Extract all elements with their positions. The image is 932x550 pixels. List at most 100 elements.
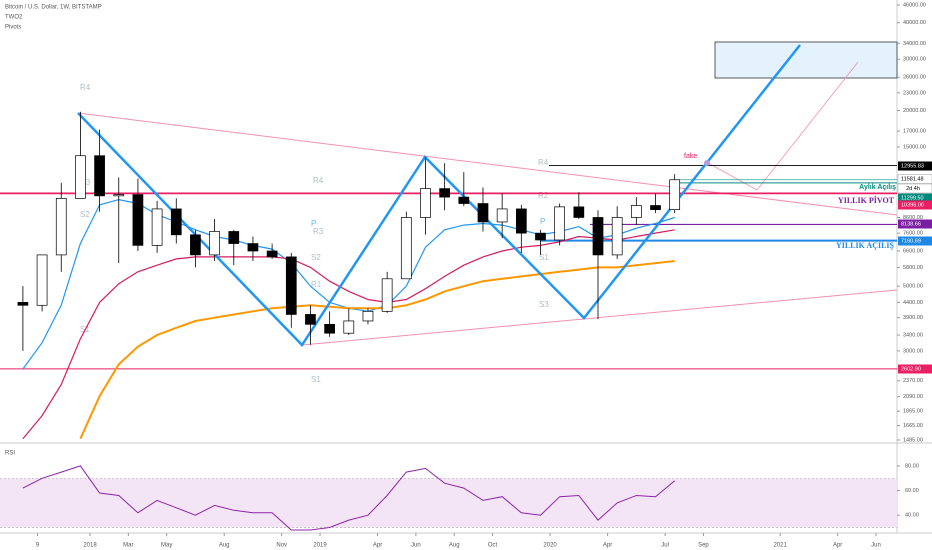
pivot-label: R4 bbox=[313, 176, 324, 185]
x-tick-label: 2020 bbox=[543, 543, 557, 549]
candle-body bbox=[324, 323, 335, 334]
x-tick-label: Apr bbox=[373, 543, 382, 549]
rsi-band bbox=[0, 478, 897, 528]
x-tick-label: Sep bbox=[698, 543, 709, 549]
trend-line bbox=[301, 289, 898, 346]
y-tick-label: 3000.00 bbox=[903, 348, 923, 354]
candle-body bbox=[381, 278, 393, 312]
x-tick-label: 9 bbox=[36, 543, 40, 549]
x-tick-label: 2018 bbox=[83, 543, 97, 549]
price-tag-label: 11299.50 bbox=[901, 195, 924, 201]
x-tick-label: Oct bbox=[488, 543, 498, 549]
candle-body bbox=[362, 310, 374, 322]
y-tick-label: 3400.00 bbox=[903, 332, 923, 338]
annotation: fake bbox=[684, 153, 697, 160]
price-tag bbox=[898, 236, 932, 246]
candle-body bbox=[400, 217, 412, 280]
annotation: YILLIK PİVOT bbox=[838, 195, 895, 205]
pivot-label: R1 bbox=[311, 280, 322, 289]
candle-body bbox=[305, 314, 316, 325]
zigzag-pattern bbox=[77, 44, 801, 347]
price-tag bbox=[898, 200, 932, 210]
x-tick-label: Apr bbox=[603, 543, 612, 549]
pivot-label: R4 bbox=[538, 158, 549, 167]
y-tick-label: 30000.00 bbox=[903, 57, 926, 63]
rsi-line bbox=[22, 465, 676, 531]
y-tick-label: 15000.00 bbox=[903, 144, 926, 150]
projection-line bbox=[707, 61, 859, 191]
y-tick-label: 46000.00 bbox=[903, 2, 926, 8]
countdown: 2d 4h bbox=[906, 186, 920, 192]
price-tag-label: 7160.69 bbox=[901, 238, 921, 244]
candle-body bbox=[75, 155, 86, 199]
y-tick-label: 40000.00 bbox=[903, 20, 926, 26]
pivot-label: R3 bbox=[313, 227, 324, 236]
candle-body bbox=[650, 205, 661, 210]
candle-body bbox=[458, 196, 470, 204]
candle-body bbox=[190, 234, 201, 256]
rsi-tick-label: 40.00 bbox=[905, 513, 919, 519]
price-tag-label: 2602.90 bbox=[901, 366, 921, 372]
indicator-label: Pivots bbox=[5, 25, 21, 31]
price-tag-label: 11581.48 bbox=[901, 176, 924, 182]
y-tick-label: 1485.00 bbox=[903, 437, 923, 443]
pivot-label: P bbox=[311, 219, 316, 228]
pivot-label: S3 bbox=[539, 300, 549, 309]
moving-average bbox=[22, 229, 675, 440]
candle-body bbox=[343, 320, 355, 334]
price-tag bbox=[898, 193, 932, 203]
chart-title: Bitcoin / U.S. Dollar, 1W, BITSTAMP bbox=[5, 5, 102, 11]
candle-body bbox=[535, 232, 546, 241]
candle-body bbox=[515, 208, 527, 234]
price-tag-label: 12955.83 bbox=[901, 163, 924, 169]
pivot-label: S1 bbox=[311, 375, 321, 384]
price-tag bbox=[898, 364, 932, 374]
x-tick-label: Mar bbox=[123, 543, 133, 549]
candle-body bbox=[94, 155, 105, 197]
candle-body bbox=[228, 231, 240, 244]
candle-body bbox=[592, 217, 604, 256]
y-tick-label: 26000.00 bbox=[903, 75, 926, 81]
x-tick-label: Jul bbox=[661, 543, 669, 549]
trend-line bbox=[77, 112, 898, 216]
x-tick-label: Aug bbox=[219, 543, 230, 549]
y-tick-label: 6600.00 bbox=[903, 248, 923, 254]
y-tick-label: 20000.00 bbox=[903, 108, 926, 114]
y-tick-label: 7600.00 bbox=[903, 231, 923, 237]
x-tick-label: Aug bbox=[449, 543, 460, 549]
y-tick-label: 34000.00 bbox=[903, 41, 926, 47]
candle-body bbox=[439, 188, 450, 198]
candle-body bbox=[285, 256, 297, 315]
candle-body bbox=[36, 254, 48, 306]
y-tick-label: 5000.00 bbox=[903, 284, 923, 290]
candle-body bbox=[611, 217, 623, 256]
price-tag-label: 8138.66 bbox=[901, 221, 921, 227]
x-tick-label: Jun bbox=[411, 543, 421, 549]
candle-body bbox=[151, 208, 163, 246]
candle-body bbox=[669, 179, 681, 210]
x-tick-label: 2021 bbox=[773, 543, 787, 549]
rsi-title: RSI bbox=[5, 451, 15, 457]
pivot-label: R4 bbox=[80, 83, 91, 92]
x-tick-label: 2019 bbox=[313, 543, 327, 549]
y-tick-label: 23000.00 bbox=[903, 90, 926, 96]
x-tick-label: Apr bbox=[833, 543, 842, 549]
y-tick-label: 5800.00 bbox=[903, 265, 923, 271]
candle-body bbox=[554, 206, 566, 241]
annotation: YILLIK AÇILIŞ bbox=[836, 241, 895, 250]
candle-body bbox=[247, 243, 259, 252]
y-tick-label: 4400.00 bbox=[903, 300, 923, 306]
candle-body bbox=[630, 205, 642, 218]
target-box bbox=[714, 41, 898, 79]
moving-average bbox=[79, 260, 675, 440]
pivot-label: S2 bbox=[311, 253, 321, 262]
price-tag-label: 10398.00 bbox=[901, 202, 924, 208]
y-tick-label: 2090.00 bbox=[903, 394, 923, 400]
rsi-tick-label: 80.00 bbox=[905, 463, 919, 469]
pivot-label: S2 bbox=[80, 210, 90, 219]
price-tag bbox=[898, 161, 932, 171]
y-tick-label: 1665.00 bbox=[903, 423, 923, 429]
candle-body bbox=[266, 250, 278, 258]
candle-body bbox=[209, 231, 220, 256]
price-tag bbox=[897, 174, 932, 184]
